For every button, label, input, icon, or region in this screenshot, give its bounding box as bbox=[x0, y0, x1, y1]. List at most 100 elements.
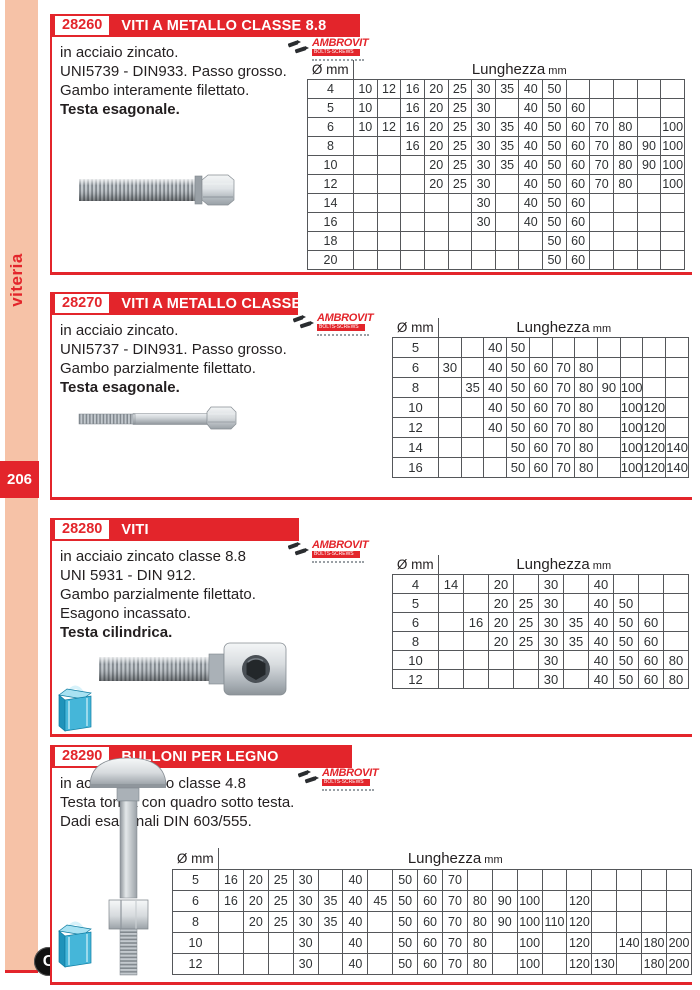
length-cell bbox=[616, 890, 643, 912]
length-cell: 120 bbox=[642, 437, 667, 458]
table-row: 16 50 60 70 80 100 120 140 bbox=[392, 457, 689, 478]
diameter-cell: 10 bbox=[307, 155, 354, 175]
section-header: 28260 VITI A METALLO CLASSE 8.8 bbox=[52, 14, 360, 37]
length-cell: 25 bbox=[447, 136, 473, 156]
length-cell bbox=[376, 250, 402, 270]
table-row: 6 16 20 25 30 35 40 45 50 60 70 80 90 100 120 bbox=[172, 890, 692, 912]
length-cell: 50 bbox=[542, 98, 567, 118]
table-row: 18 50 60 bbox=[307, 231, 685, 251]
length-header: Lunghezza mm bbox=[438, 318, 689, 338]
length-cell: 35 bbox=[494, 136, 520, 156]
package-box-icon bbox=[58, 685, 92, 732]
length-cell: 70 bbox=[551, 457, 576, 478]
length-cell bbox=[376, 193, 402, 213]
length-cell: 60 bbox=[565, 98, 591, 118]
table-row: 14 50 60 70 80 100 120 140 bbox=[392, 437, 689, 458]
length-cell bbox=[563, 574, 589, 594]
length-cell: 25 bbox=[513, 612, 539, 632]
length-cell: 60 bbox=[638, 612, 664, 632]
length-cell: 120 bbox=[566, 932, 593, 954]
diameter-header: Ø mm bbox=[392, 555, 439, 575]
length-cell: 50 bbox=[542, 155, 567, 175]
length-cell: 40 bbox=[518, 117, 544, 137]
diameter-cell: 12 bbox=[392, 669, 439, 689]
length-cell: 80 bbox=[466, 911, 493, 933]
length-cell bbox=[591, 911, 618, 933]
page-number-text: 206 bbox=[6, 471, 33, 488]
length-cell bbox=[665, 377, 689, 398]
length-cell bbox=[471, 250, 496, 270]
length-cell: 25 bbox=[513, 631, 539, 651]
length-cell: 60 bbox=[565, 212, 591, 232]
length-cell bbox=[565, 79, 591, 99]
length-cell: 30 bbox=[538, 631, 564, 651]
brand-rule bbox=[322, 789, 374, 791]
length-cell bbox=[438, 631, 464, 651]
length-cell: 100 bbox=[619, 437, 644, 458]
length-cell bbox=[447, 250, 473, 270]
length-cell bbox=[438, 417, 462, 438]
brand-text-block: AMBROVIT BOLTS-SCREWS bbox=[322, 768, 379, 791]
length-cell bbox=[491, 932, 518, 954]
size-table: Ø mm Lunghezza mm 5 40 50 6 30 40 50 60 70 80 8 … bbox=[392, 318, 689, 478]
length-header: Lunghezza mm bbox=[438, 555, 689, 575]
description-line: Dadi esagonali DIN 603/555. bbox=[60, 813, 252, 830]
length-cell: 30 bbox=[292, 953, 319, 975]
length-cell bbox=[447, 212, 473, 232]
length-cell bbox=[317, 932, 344, 954]
length-cell bbox=[642, 377, 667, 398]
length-cell: 20 bbox=[242, 890, 269, 912]
length-cell: 140 bbox=[665, 437, 689, 458]
length-cell bbox=[494, 250, 520, 270]
length-cell: 30 bbox=[471, 212, 496, 232]
brand-name: AMBROVIT bbox=[312, 539, 369, 551]
diameter-cell: 8 bbox=[392, 377, 439, 398]
length-cell: 60 bbox=[638, 669, 664, 689]
length-cell bbox=[666, 890, 692, 912]
length-cell: 30 bbox=[292, 869, 319, 891]
product-description: in acciaio zincato. UNI5737 - DIN931. Pas… bbox=[60, 321, 287, 397]
table-row: 6 30 40 50 60 70 80 bbox=[392, 357, 689, 378]
brand-logo: AMBROVIT BOLTS-SCREWS bbox=[288, 38, 369, 61]
size-table: Ø mm Lunghezza mm 4 10 12 16 20 25 30 35 40 50 5 10 … bbox=[307, 60, 685, 270]
length-cell bbox=[267, 953, 294, 975]
length-cell bbox=[665, 417, 689, 438]
length-cell: 80 bbox=[466, 890, 493, 912]
length-cell bbox=[438, 650, 464, 670]
table-row: 10 30 40 50 60 80 bbox=[392, 650, 689, 670]
length-cell bbox=[423, 193, 449, 213]
length-cell: 70 bbox=[589, 174, 615, 194]
length-cell bbox=[218, 953, 244, 975]
length-cell: 90 bbox=[636, 136, 662, 156]
length-cell: 30 bbox=[471, 193, 496, 213]
table-row: 5 40 50 bbox=[392, 337, 689, 358]
diameter-cell: 5 bbox=[392, 593, 439, 613]
length-cell: 50 bbox=[542, 193, 567, 213]
length-cell bbox=[494, 231, 520, 251]
table-row: 5 10 16 20 25 30 40 50 60 bbox=[307, 98, 685, 118]
length-cell: 50 bbox=[392, 932, 419, 954]
length-cell bbox=[616, 953, 643, 975]
length-cell: 40 bbox=[588, 574, 614, 594]
length-cell: 35 bbox=[460, 377, 485, 398]
length-cell: 16 bbox=[400, 98, 425, 118]
length-cell bbox=[438, 612, 464, 632]
length-cell bbox=[616, 911, 643, 933]
length-cell: 60 bbox=[528, 357, 553, 378]
length-cell: 10 bbox=[353, 98, 378, 118]
length-cell: 80 bbox=[613, 136, 638, 156]
length-cell: 40 bbox=[588, 631, 614, 651]
length-cell: 60 bbox=[417, 953, 444, 975]
diameter-cell: 4 bbox=[392, 574, 439, 594]
diameter-cell: 5 bbox=[172, 869, 219, 891]
table-row: 12 20 25 30 40 50 60 70 80 100 bbox=[307, 174, 685, 194]
section-header: 28270 VITI A METALLO CLASSE 8.8 bbox=[52, 292, 326, 315]
length-cell bbox=[663, 574, 689, 594]
length-cell: 16 bbox=[463, 612, 489, 632]
length-cell: 80 bbox=[466, 953, 493, 975]
brand-name: AMBROVIT bbox=[317, 312, 374, 324]
screws-icon bbox=[298, 770, 319, 784]
length-cell: 35 bbox=[317, 911, 344, 933]
product-section-28290: 28290 BULLONI PER LEGNO in acciaio zinca… bbox=[50, 745, 692, 985]
length-cell bbox=[376, 98, 402, 118]
